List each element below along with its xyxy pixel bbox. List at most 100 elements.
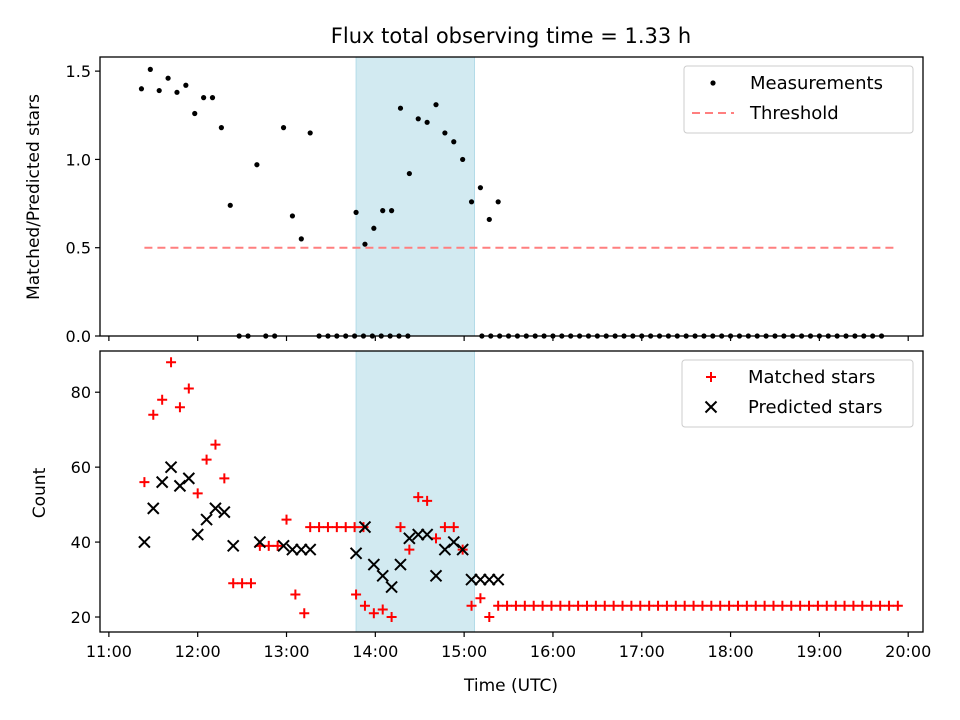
measurement-point <box>468 199 475 205</box>
matched-point <box>228 578 239 589</box>
measurement-point <box>424 119 430 125</box>
predicted-point <box>164 460 178 474</box>
predicted-point <box>191 528 204 541</box>
measurement-point <box>451 139 457 145</box>
matched-point <box>573 600 584 611</box>
predicted-point <box>155 475 169 489</box>
legend-box <box>681 359 914 428</box>
predicted-point <box>429 569 443 583</box>
shaded-interval <box>355 56 475 337</box>
x-tick-label: 18:00 <box>708 642 754 661</box>
matched-point <box>281 514 292 525</box>
predicted-point <box>218 505 231 519</box>
series-0 <box>139 357 903 623</box>
legend-marker <box>704 400 718 414</box>
x-tick-label: 13:00 <box>263 642 309 661</box>
matched-point <box>201 454 212 465</box>
predicted-point <box>456 543 469 556</box>
x-tick-label: 12:00 <box>175 642 221 661</box>
predicted-point <box>474 573 487 586</box>
predicted-point <box>483 573 496 586</box>
matched-point <box>670 600 681 611</box>
x-tick-label: 14:00 <box>352 642 398 661</box>
measurement-point <box>201 95 207 101</box>
matched-point <box>679 600 690 611</box>
matched-point <box>377 604 388 615</box>
matched-point <box>290 589 301 600</box>
matched-point <box>422 495 433 506</box>
matched-point <box>555 600 566 611</box>
predicted-point <box>147 502 160 515</box>
y-tick-label: 60 <box>71 458 91 477</box>
matched-point <box>299 608 310 619</box>
measurement-point <box>165 75 171 81</box>
x-tick-label: 15:00 <box>441 642 487 661</box>
matched-point <box>359 600 370 611</box>
measurement-point <box>397 105 404 111</box>
predicted-point <box>491 573 505 586</box>
matched-point <box>237 578 248 589</box>
matched-point <box>795 600 806 611</box>
matched-point <box>404 544 415 555</box>
measurement-point <box>138 86 145 92</box>
predicted-point <box>465 573 478 586</box>
legend-label: Predicted stars <box>748 397 882 418</box>
matched-point <box>219 473 230 484</box>
predicted-point <box>376 569 389 583</box>
matched-point <box>484 612 495 623</box>
measurement-point <box>495 199 501 205</box>
matched-point <box>617 600 628 611</box>
matched-point <box>439 522 450 533</box>
measurement-point <box>353 209 359 215</box>
matched-point <box>732 600 743 611</box>
measurement-point <box>362 241 368 247</box>
matched-point <box>139 477 150 488</box>
matched-point <box>368 608 379 619</box>
measurement-point <box>192 110 198 117</box>
predicted-point <box>403 532 416 545</box>
predicted-point <box>303 543 317 556</box>
y-tick-label: 0.0 <box>66 327 91 346</box>
matched-point <box>644 600 655 611</box>
matched-point <box>431 533 442 544</box>
matched-point <box>875 600 886 611</box>
matched-point <box>812 600 823 611</box>
bottom-xlabel: Time (UTC) <box>463 676 558 696</box>
matched-point <box>210 439 221 450</box>
measurement-point <box>380 208 386 214</box>
legend-label: Measurements <box>750 73 883 94</box>
legend-label: Matched stars <box>748 367 875 388</box>
matched-point <box>192 488 203 499</box>
matched-point <box>866 600 877 611</box>
x-tick-label: 11:00 <box>86 642 132 661</box>
matched-point <box>892 600 903 611</box>
predicted-point <box>295 543 308 556</box>
matched-point <box>351 589 362 600</box>
measurement-point <box>254 162 260 168</box>
predicted-point <box>385 580 398 594</box>
measurement-point <box>183 82 189 88</box>
measurement-point <box>307 130 313 136</box>
measurement-point <box>147 66 153 72</box>
matched-point <box>661 600 672 611</box>
predicted-point <box>394 558 407 571</box>
measurement-point <box>280 125 287 131</box>
matched-point <box>635 600 646 611</box>
bottom-ylabel: Count <box>30 467 50 518</box>
x-tick-label: 19:00 <box>796 642 842 661</box>
matched-point <box>305 522 316 533</box>
top-axes: 0.0 0.5 1.0 1.5 Measurements Threshold <box>66 56 924 346</box>
matched-point <box>590 600 601 611</box>
matched-point <box>564 600 575 611</box>
matched-point <box>314 522 325 533</box>
measurement-point <box>406 170 412 177</box>
predicted-point <box>227 539 240 553</box>
matched-point <box>340 522 351 533</box>
matched-point <box>848 600 859 611</box>
x-tick-label: 17:00 <box>619 642 665 661</box>
measurement-point <box>433 102 439 108</box>
matched-point <box>537 600 548 611</box>
matched-point <box>493 600 504 611</box>
matched-point <box>466 600 477 611</box>
predicted-point <box>412 528 425 541</box>
